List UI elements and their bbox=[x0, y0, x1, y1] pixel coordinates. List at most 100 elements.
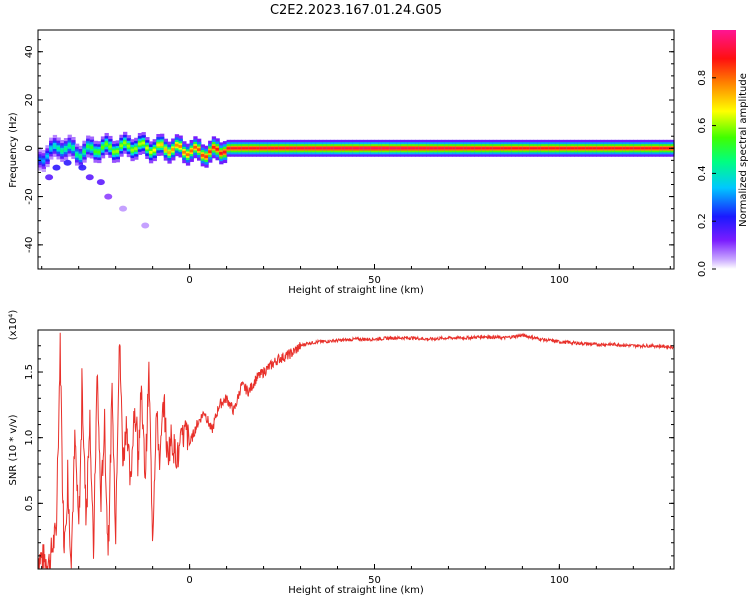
spectrogram-blob bbox=[141, 222, 150, 229]
spectrogram-ridge-cell bbox=[344, 147, 350, 150]
spectrogram-ridge-cell bbox=[293, 147, 298, 150]
spectrogram-ridge-cell bbox=[230, 147, 235, 150]
spectrogram-ridge-cell bbox=[407, 147, 413, 150]
colorbar-tick-label: 0.6 bbox=[697, 118, 708, 134]
spectrogram-y-ticks: -40 -20 0 20 40 bbox=[24, 39, 674, 270]
spectrogram-ridge-cell bbox=[307, 147, 313, 150]
spectrogram-blob bbox=[85, 174, 94, 181]
spectrogram-ridge-cell bbox=[633, 147, 638, 150]
colorbar-ticks: 0.0 0.2 0.4 0.6 0.8 bbox=[697, 70, 716, 277]
spectrogram-blob bbox=[104, 193, 113, 200]
spectrogram-ridge-cell bbox=[422, 147, 427, 150]
spectrogram-y-label: Frequency (Hz) bbox=[8, 112, 19, 188]
spectrogram-ridge-cell bbox=[629, 147, 634, 150]
colorbar-gradient bbox=[712, 30, 736, 269]
spectrogram-ridge-cell bbox=[644, 147, 649, 150]
spectrogram-ridge-cell bbox=[119, 144, 124, 148]
spectrogram-ridge-cell bbox=[41, 159, 46, 163]
spectrogram-ridge-cell bbox=[444, 147, 450, 150]
spectrogram-ridge-cell bbox=[429, 147, 435, 150]
spectrogram-ridge-cell bbox=[463, 147, 468, 150]
spectrogram-ridge-cell bbox=[492, 147, 498, 150]
snr-frame bbox=[37, 329, 675, 570]
spectrogram-ridge-cell bbox=[185, 153, 191, 157]
spectrogram-ridge-cell bbox=[86, 145, 91, 148]
spectrogram-ridge-cell bbox=[152, 148, 157, 152]
spectrogram-ridge-cell bbox=[326, 147, 331, 150]
spectrogram-ridge-cell bbox=[197, 148, 202, 152]
colorbar-tick-label: 0.4 bbox=[697, 165, 708, 181]
spectrogram-ridge-cell bbox=[278, 147, 283, 150]
spectrogram-ridge-cell bbox=[437, 147, 442, 150]
spectrogram-x-tick-label: 0 bbox=[186, 275, 192, 286]
spectrogram-ridge-cell bbox=[614, 147, 620, 150]
spectrogram-ridge-cell bbox=[189, 149, 194, 153]
spectrogram-ridge-cell bbox=[49, 147, 54, 151]
spectrogram-ridge-cell bbox=[211, 145, 217, 149]
spectrogram-ridge-cell bbox=[526, 147, 531, 150]
spectrogram-x-tick-label: 100 bbox=[550, 275, 569, 286]
spectrogram-blob bbox=[96, 179, 105, 186]
spectrogram-ridge-cell bbox=[315, 147, 320, 150]
spectrogram-ridge-cell bbox=[126, 144, 132, 148]
spectrogram-ridge-cell bbox=[648, 147, 653, 150]
spectrogram-ridge-cell bbox=[97, 150, 102, 154]
spectrogram-ridge-cell bbox=[588, 147, 594, 150]
spectrogram-ridge-cell bbox=[500, 147, 505, 150]
spectrogram-ridge-cell bbox=[319, 147, 324, 150]
spectrogram-ridge-cell bbox=[115, 149, 120, 153]
spectrogram-ridge-cell bbox=[600, 147, 605, 150]
spectrogram-ridge-cell bbox=[285, 147, 291, 150]
snr-plot-area bbox=[38, 330, 674, 569]
spectrogram-ridge-cell bbox=[563, 147, 568, 150]
spectrogram-x-label: Height of straight line (km) bbox=[288, 285, 424, 296]
spectrogram-ridge-cell bbox=[300, 147, 305, 150]
spectrogram-ridge-cell bbox=[596, 147, 601, 150]
spectrogram-ridge-cell bbox=[515, 147, 520, 150]
spectrogram-ridge-cell bbox=[441, 147, 446, 150]
spectrogram-ridge-cell bbox=[160, 143, 165, 147]
spectrogram-ridge-cell bbox=[337, 147, 342, 150]
spectrogram-ridge-cell bbox=[625, 147, 631, 150]
figure-title: C2E2.2023.167.01.24.G05 bbox=[270, 3, 442, 18]
spectrogram-ridge-cell bbox=[418, 147, 424, 150]
spectrogram-ridge-cell bbox=[311, 147, 316, 150]
spectrogram-ridge-cell bbox=[45, 154, 50, 158]
spectrogram-ridge-cell bbox=[322, 147, 328, 150]
spectrogram-ridge-cell bbox=[104, 142, 109, 146]
spectrogram-ridge-cell bbox=[640, 147, 646, 150]
snr-x-ticks: 0 50 100 bbox=[41, 564, 671, 586]
spectrogram-ridge-cell bbox=[489, 147, 494, 150]
spectrogram-ridge-cell bbox=[241, 147, 246, 150]
spectrogram-blob bbox=[45, 174, 54, 181]
spectrogram-ridge-cell bbox=[352, 147, 357, 150]
spectrogram-ridge-cell bbox=[529, 147, 535, 150]
colorbar-tick-label: 0.2 bbox=[697, 213, 708, 229]
spectrogram-ridge-cell bbox=[622, 147, 627, 150]
spectrogram-heat-layer bbox=[38, 131, 675, 229]
spectrogram-ridge-cell bbox=[396, 147, 401, 150]
snr-scale-label: (x10⁴) bbox=[8, 310, 19, 341]
spectrogram-ridge-cell bbox=[200, 153, 205, 157]
spectrogram-ridge-cell bbox=[100, 145, 106, 149]
spectrogram-y-tick-label: 0 bbox=[24, 145, 35, 151]
spectrogram-ridge-cell bbox=[208, 150, 213, 154]
colorbar-tick-label: 0.0 bbox=[697, 261, 708, 277]
colorbar-label: Normalized spectral amplitude bbox=[738, 73, 749, 227]
snr-y-tick-label: 1.0 bbox=[24, 430, 35, 446]
spectrogram-ridge-cell bbox=[333, 147, 339, 150]
spectrogram-ridge-cell bbox=[666, 147, 671, 150]
spectrogram-ridge-cell bbox=[145, 146, 150, 150]
spectrogram-ridge-cell bbox=[570, 147, 575, 150]
spectrogram-ridge-cell bbox=[178, 145, 183, 148]
spectrogram-ridge-cell bbox=[448, 147, 453, 150]
spectrogram-x-ticks: 0 50 100 bbox=[41, 264, 671, 286]
spectrogram-ridge-cell bbox=[226, 147, 231, 150]
spectrogram-blob bbox=[63, 159, 72, 166]
spectrogram-ridge-cell bbox=[544, 147, 549, 150]
spectrogram-ridge-cell bbox=[363, 147, 368, 150]
spectrogram-ridge-cell bbox=[174, 143, 180, 147]
spectrogram-ridge-cell bbox=[111, 150, 117, 154]
spectrogram-ridge-cell bbox=[637, 147, 642, 150]
